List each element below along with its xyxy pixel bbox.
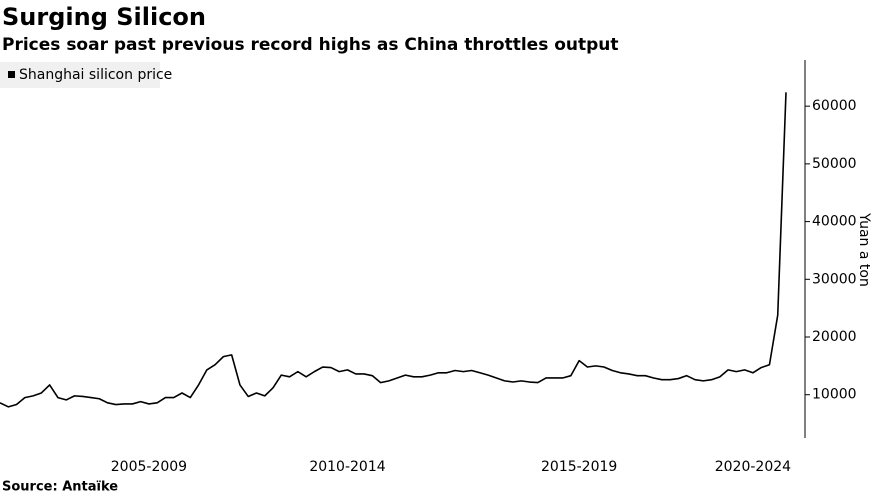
legend-box bbox=[0, 62, 160, 88]
y-axis-label: Yuan a ton bbox=[856, 212, 872, 287]
y-tick-label: 30000 bbox=[812, 271, 857, 287]
source: Source: Antaïke bbox=[2, 480, 118, 495]
chart-subtitle: Prices soar past previous record highs a… bbox=[2, 35, 619, 55]
legend: Shanghai silicon price bbox=[0, 62, 172, 88]
y-tick-label: 40000 bbox=[812, 214, 857, 230]
x-tick-label: 2005-2009 bbox=[111, 459, 187, 475]
chart-title: Surging Silicon bbox=[2, 3, 206, 31]
y-tick-label: 20000 bbox=[812, 329, 857, 345]
x-tick-label: 2020-2024 bbox=[715, 459, 791, 475]
y-tick-label: 10000 bbox=[812, 387, 857, 403]
y-tick-label: 60000 bbox=[812, 98, 857, 114]
legend-label: Shanghai silicon price bbox=[19, 67, 172, 83]
x-tick-label: 2010-2014 bbox=[309, 459, 385, 475]
legend-swatch bbox=[8, 71, 15, 78]
data-line bbox=[0, 92, 787, 408]
y-tick-label: 50000 bbox=[812, 156, 857, 172]
x-tick-label: 2015-2019 bbox=[541, 459, 617, 475]
